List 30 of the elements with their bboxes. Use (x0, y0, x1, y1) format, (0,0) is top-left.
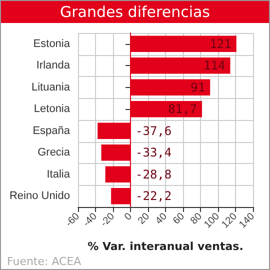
y-tick-label: Reino Unido (9, 190, 70, 202)
x-axis-title: % Var. interanual ventas. (88, 240, 244, 253)
data-label: 81,7 (168, 102, 197, 116)
x-tick-label: 100 (202, 210, 222, 231)
y-tick-label: Irlanda (36, 60, 71, 72)
x-tick-label: 20 (136, 210, 152, 227)
y-tick-label: Italia (46, 168, 71, 180)
chart-title: Grandes diferencias (1, 1, 269, 23)
x-tick-label: 0 (122, 210, 135, 223)
data-label: -28,8 (136, 167, 172, 182)
data-label: -37,6 (136, 124, 172, 138)
y-tick-label: Grecia (38, 146, 71, 159)
data-label: -33,4 (136, 146, 172, 160)
x-tick-label: -40 (81, 210, 100, 230)
x-tick-label: 60 (171, 210, 188, 227)
x-tick-label: 80 (188, 210, 205, 227)
data-label: 91 (190, 80, 206, 94)
y-tick-label: Letonia (34, 103, 71, 116)
x-tick-label: 40 (154, 210, 170, 227)
y-tick-label: Estonia (33, 38, 71, 50)
x-tick-label: -20 (98, 210, 118, 230)
data-label: 114 (204, 58, 226, 73)
data-label: 121 (210, 36, 232, 51)
y-tick-label: España (32, 124, 71, 137)
x-tick-label: 140 (237, 210, 258, 231)
x-tick-label: 120 (220, 210, 240, 231)
source-note: Fuente: ACEA (7, 255, 82, 268)
x-tick-label: -60 (64, 210, 82, 230)
data-label: -22,2 (136, 189, 172, 204)
y-tick-label: Lituania (31, 81, 71, 94)
